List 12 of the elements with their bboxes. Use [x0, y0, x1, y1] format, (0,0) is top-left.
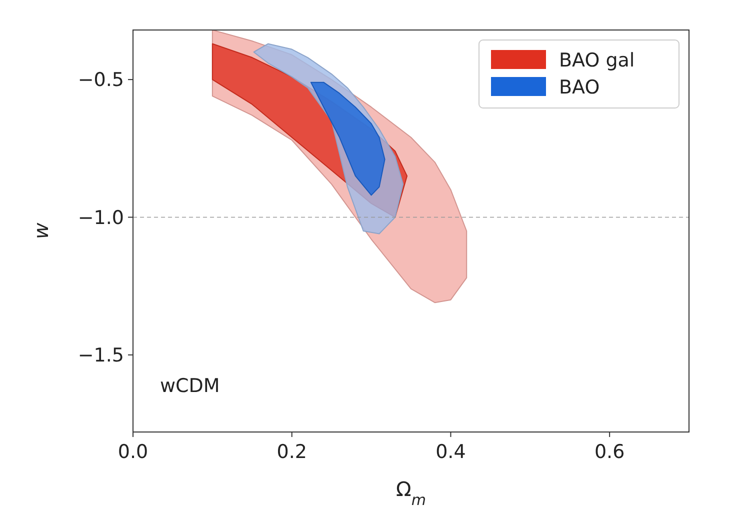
y-tick-label: −1.0: [78, 206, 124, 229]
x-tick-label: 0.2: [276, 441, 307, 463]
legend-label: BAO: [559, 76, 600, 99]
x-axis-title: Ω$_{m}$: [396, 477, 426, 509]
annotation: wCDM: [160, 375, 220, 397]
y-tick-label: −1.5: [78, 344, 124, 367]
y-axis-title: w: [29, 222, 53, 240]
y-tick-label: −0.5: [78, 69, 124, 92]
x-tick-label: 0.6: [594, 441, 625, 463]
x-tick-label: 0.0: [118, 441, 148, 463]
x-tick-label: 0.4: [436, 441, 466, 463]
legend-label: BAO gal: [559, 50, 635, 72]
